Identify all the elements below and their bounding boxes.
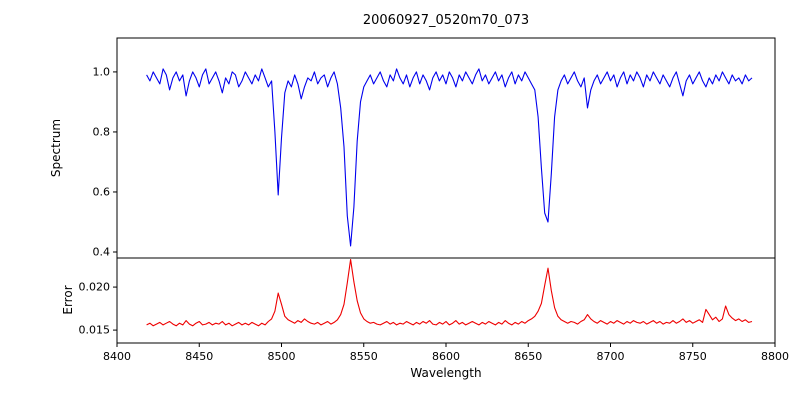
x-tick-label: 8800 <box>761 350 789 363</box>
y-tick-label: 0.020 <box>79 281 111 294</box>
y-tick-label: 0.015 <box>79 324 111 337</box>
x-tick-label: 8750 <box>679 350 707 363</box>
x-tick-label: 8400 <box>103 350 131 363</box>
x-tick-label: 8550 <box>350 350 378 363</box>
chart-title: 20060927_0520m70_073 <box>362 13 530 28</box>
y-tick-label: 0.6 <box>93 185 111 198</box>
spectrum-line <box>146 68 753 247</box>
x-tick-label: 8500 <box>268 350 296 363</box>
y-tick-label: 1.0 <box>93 65 111 78</box>
x-tick-label: 8450 <box>185 350 213 363</box>
y-tick-label: 0.4 <box>93 245 111 258</box>
error-axes-border <box>116 257 776 344</box>
y-tick-label: 0.8 <box>93 125 111 138</box>
x-axis-label: Wavelength <box>410 366 482 380</box>
x-tick-label: 8700 <box>597 350 625 363</box>
spectrum-axes-border <box>116 37 776 259</box>
x-tick-label: 8600 <box>432 350 460 363</box>
error-line <box>146 258 753 327</box>
x-tick-label: 8650 <box>514 350 542 363</box>
